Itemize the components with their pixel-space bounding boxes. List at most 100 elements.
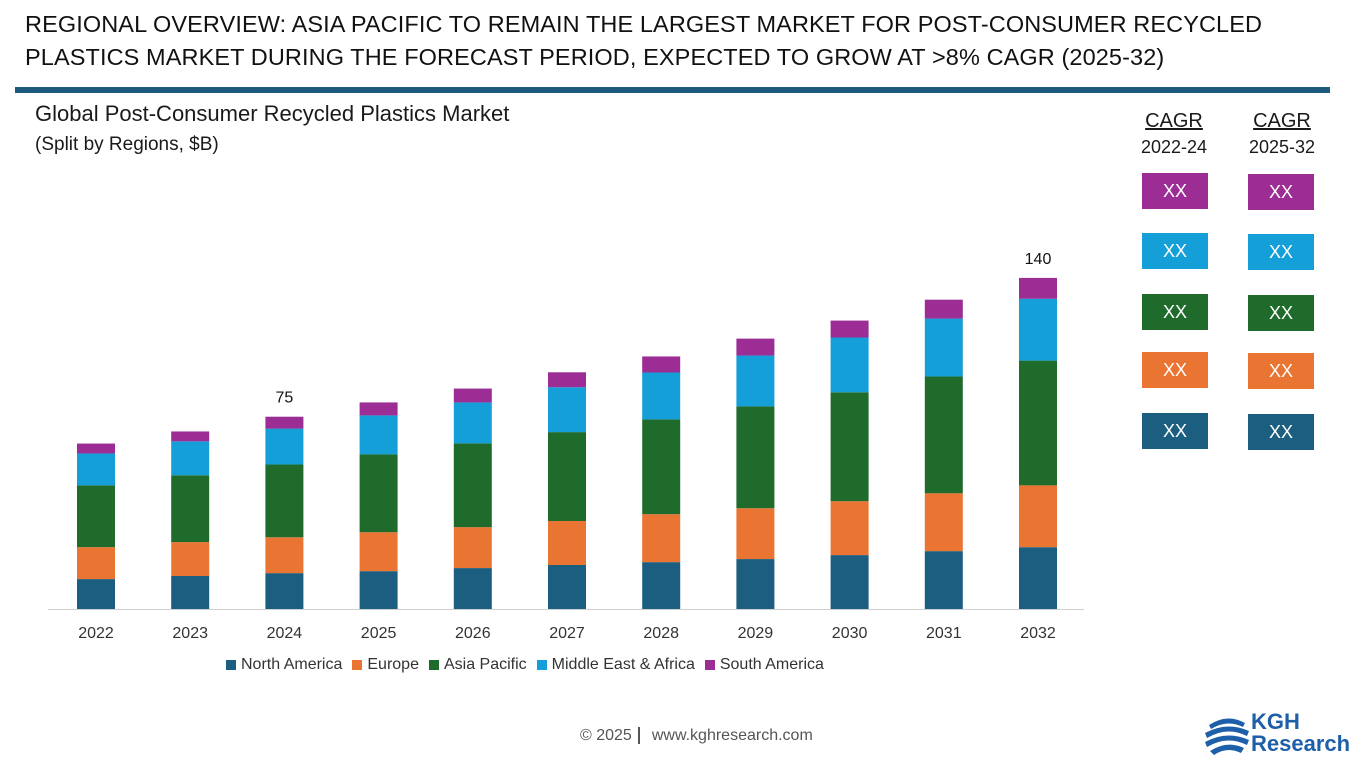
bar-south-america-2028 bbox=[642, 356, 681, 373]
bar-middle-east-africa-2029 bbox=[736, 355, 775, 407]
footer: © 2025 www.kghresearch.com bbox=[580, 727, 813, 745]
bar-south-america-2031 bbox=[924, 299, 963, 319]
bar-middle-east-africa-2027 bbox=[548, 387, 586, 433]
cagr-value-middle-east-africa: XX bbox=[1248, 234, 1314, 270]
bar-south-america-2024 bbox=[265, 416, 304, 429]
bar-middle-east-africa-2026 bbox=[453, 402, 492, 444]
website-link[interactable]: www.kghresearch.com bbox=[651, 727, 813, 744]
bar-asia-pacific-2029 bbox=[736, 406, 775, 509]
legend-swatch-north-america bbox=[226, 660, 236, 670]
bar-north-america-2030 bbox=[830, 555, 869, 609]
bar-middle-east-africa-2025 bbox=[359, 415, 398, 455]
x-tick-label-2032: 2032 bbox=[1020, 625, 1056, 642]
legend-swatch-middle-east-africa bbox=[536, 660, 547, 670]
bar-asia-pacific-2026 bbox=[453, 443, 492, 528]
legend-label: Europe bbox=[367, 656, 419, 673]
bar-europe-2024 bbox=[265, 537, 304, 574]
x-tick-label-2027: 2027 bbox=[549, 625, 585, 642]
bar-asia-pacific-2023 bbox=[171, 475, 210, 543]
bar-middle-east-africa-2032 bbox=[1019, 298, 1057, 361]
bar-asia-pacific-2030 bbox=[830, 392, 869, 502]
logo-line-2: Research bbox=[1251, 731, 1351, 756]
cagr-value-europe: XX bbox=[1248, 353, 1314, 389]
chart-subtitle: (Split by Regions, $B) bbox=[35, 134, 219, 155]
legend-item-europe: Europe bbox=[352, 656, 419, 674]
logo-line-1: KGH bbox=[1251, 709, 1300, 734]
bar-europe-2029 bbox=[736, 508, 775, 560]
x-tick-label-2024: 2024 bbox=[267, 625, 303, 642]
bar-europe-2027 bbox=[548, 521, 586, 565]
legend-item-south-america: South America bbox=[704, 656, 824, 674]
x-tick-label-2023: 2023 bbox=[172, 625, 208, 642]
data-label-2032: 140 bbox=[1025, 251, 1052, 268]
cagr-period: 2022-24 bbox=[1140, 137, 1208, 157]
bar-north-america-2022 bbox=[77, 579, 115, 609]
bar-north-america-2023 bbox=[171, 576, 210, 609]
bar-north-america-2025 bbox=[359, 571, 398, 609]
cagr-value-asia-pacific: XX bbox=[1248, 295, 1314, 331]
bar-south-america-2032 bbox=[1019, 277, 1057, 299]
globe-icon bbox=[1205, 718, 1249, 755]
x-tick-label-2031: 2031 bbox=[926, 625, 962, 642]
bar-asia-pacific-2027 bbox=[548, 432, 586, 521]
bar-south-america-2030 bbox=[830, 320, 869, 338]
bar-asia-pacific-2031 bbox=[924, 376, 963, 494]
bar-asia-pacific-2024 bbox=[265, 464, 304, 538]
kgh-research-logo: KGH Research bbox=[1203, 711, 1363, 761]
bar-europe-2025 bbox=[359, 532, 398, 572]
bar-north-america-2029 bbox=[736, 559, 775, 609]
bar-europe-2032 bbox=[1019, 485, 1057, 548]
cagr-heading: CAGR bbox=[1145, 110, 1203, 132]
header-divider bbox=[15, 87, 1330, 93]
legend-item-north-america: North America bbox=[226, 656, 342, 674]
bar-europe-2031 bbox=[924, 493, 963, 552]
cagr-value-south-america: XX bbox=[1142, 173, 1208, 209]
bar-south-america-2022 bbox=[77, 443, 115, 454]
bar-north-america-2028 bbox=[642, 562, 681, 609]
bar-middle-east-africa-2028 bbox=[642, 372, 681, 420]
cagr-period: 2025-32 bbox=[1248, 137, 1316, 157]
bar-south-america-2023 bbox=[171, 431, 210, 442]
bar-north-america-2031 bbox=[924, 551, 963, 609]
bar-europe-2028 bbox=[642, 514, 681, 563]
bar-north-america-2032 bbox=[1019, 547, 1057, 609]
legend-swatch-europe bbox=[352, 660, 363, 670]
cagr-heading: CAGR bbox=[1253, 110, 1311, 132]
legend-label: North America bbox=[241, 656, 343, 673]
x-tick-label-2029: 2029 bbox=[738, 625, 774, 642]
cagr-value-middle-east-africa: XX bbox=[1142, 233, 1208, 269]
x-tick-label-2026: 2026 bbox=[455, 625, 491, 642]
legend-label: Asia Pacific bbox=[443, 656, 527, 673]
x-tick-label-2030: 2030 bbox=[832, 625, 868, 642]
bar-north-america-2027 bbox=[548, 565, 586, 609]
legend-label: South America bbox=[719, 656, 824, 673]
legend-label: Middle East & Africa bbox=[551, 656, 695, 673]
cagr-column-2025-32: CAGR 2025-32 bbox=[1242, 108, 1322, 160]
x-tick-label-2022: 2022 bbox=[78, 625, 114, 642]
data-label-2024: 75 bbox=[276, 390, 294, 407]
bar-south-america-2027 bbox=[548, 372, 586, 388]
footer-separator bbox=[637, 727, 640, 745]
bar-middle-east-africa-2024 bbox=[265, 428, 304, 465]
bar-asia-pacific-2025 bbox=[359, 454, 398, 533]
x-tick-label-2025: 2025 bbox=[361, 625, 397, 642]
cagr-value-north-america: XX bbox=[1142, 413, 1208, 449]
bar-asia-pacific-2032 bbox=[1019, 360, 1057, 486]
legend-swatch-south-america bbox=[704, 660, 715, 670]
cagr-column-2022-24: CAGR 2022-24 bbox=[1134, 108, 1214, 160]
bar-europe-2030 bbox=[830, 501, 869, 556]
bar-middle-east-africa-2031 bbox=[924, 318, 963, 377]
bar-europe-2022 bbox=[77, 547, 115, 580]
x-tick-label-2028: 2028 bbox=[643, 625, 679, 642]
bar-middle-east-africa-2022 bbox=[77, 453, 115, 486]
bar-north-america-2026 bbox=[453, 568, 492, 609]
bar-south-america-2026 bbox=[453, 388, 492, 403]
bar-middle-east-africa-2030 bbox=[830, 337, 869, 393]
cagr-value-europe: XX bbox=[1142, 352, 1208, 388]
legend-item-asia-pacific: Asia Pacific bbox=[428, 656, 527, 674]
bar-asia-pacific-2022 bbox=[77, 485, 115, 548]
bar-europe-2026 bbox=[453, 527, 492, 569]
bar-europe-2023 bbox=[171, 542, 210, 576]
cagr-value-asia-pacific: XX bbox=[1142, 294, 1208, 330]
chart-legend: North America Europe Asia Pacific Middle… bbox=[226, 656, 834, 674]
